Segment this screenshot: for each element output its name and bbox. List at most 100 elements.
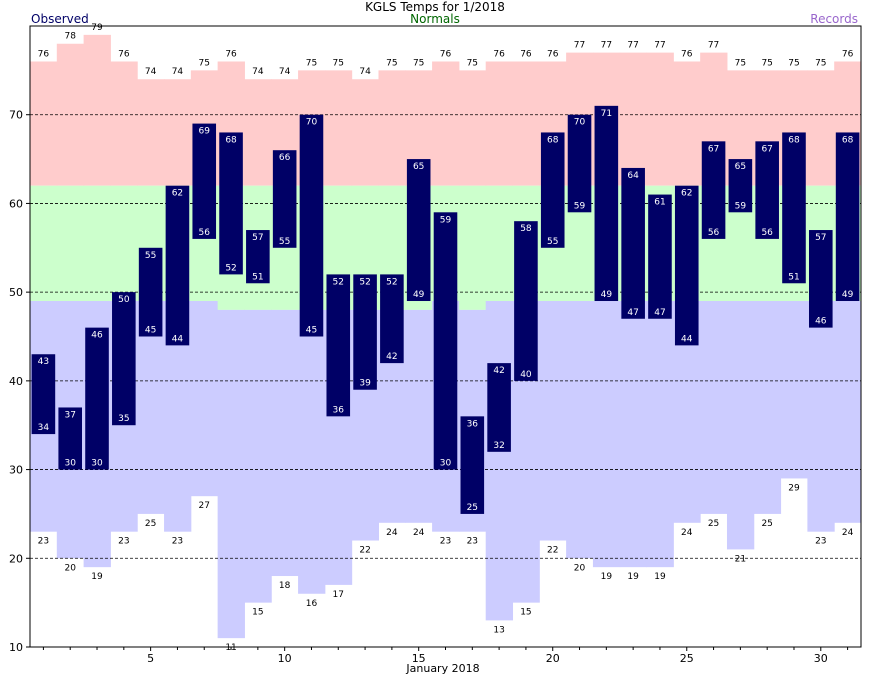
record-high-label: 76 [681,49,693,59]
observed-high-label: 65 [735,162,746,172]
observed-low-label: 55 [279,237,290,247]
observed-bar [594,105,619,302]
legend-records: Records [810,12,858,26]
observed-high-label: 52 [359,277,370,287]
record-low-label: 21 [735,554,746,564]
record-low-label: 27 [199,501,210,511]
record-low-label: 23 [815,537,826,547]
value-labels: 43 34 76 23 37 30 78 20 46 30 79 19 50 35 76 23 55 45 74 25… [38,23,854,653]
y-tick-label: 20 [9,552,23,565]
record-high-label: 75 [735,58,746,68]
observed-low-label: 32 [493,441,504,451]
record-high-label: 75 [386,58,397,68]
observed-high-label: 36 [467,419,479,429]
observed-low-label: 49 [601,290,613,300]
record-high-label: 77 [574,41,585,51]
observed-bar [326,274,351,417]
observed-bar [112,292,136,426]
record-high-label: 76 [493,49,505,59]
record-high-band [30,61,58,186]
record-high-label: 77 [708,41,719,51]
record-low-band [726,301,755,550]
record-low-label: 20 [64,563,76,573]
record-high-label: 75 [333,58,344,68]
record-high-band [646,52,674,186]
record-low-band [405,309,433,523]
observed-high-label: 68 [788,135,800,145]
observed-low-label: 51 [788,272,799,282]
record-low-label: 15 [252,608,263,618]
y-tick-label: 60 [9,197,23,210]
record-low-band [298,309,326,594]
observed-high-label: 68 [547,135,559,145]
record-low-label: 22 [547,546,558,556]
record-low-label: 25 [708,519,719,529]
record-low-band [217,309,245,639]
record-high-label: 79 [91,23,103,33]
observed-low-label: 59 [574,201,586,211]
observed-bars [31,105,860,514]
record-low-band [700,301,728,514]
record-low-label: 25 [761,519,772,529]
observed-low-label: 49 [842,290,854,300]
observed-high-label: 57 [252,233,263,243]
x-tick-label: 5 [147,652,154,665]
observed-low-label: 56 [199,228,211,238]
observed-bar [540,132,565,248]
observed-high-label: 67 [761,144,772,154]
observed-low-label: 51 [252,272,263,282]
normal-band [83,185,111,302]
y-tick-label: 30 [9,464,23,477]
record-low-label: 19 [91,572,103,582]
record-high-label: 76 [118,49,130,59]
observed-bar [219,132,243,275]
observed-high-label: 61 [654,198,665,208]
observed-low-label: 34 [38,423,50,433]
observed-low-label: 45 [145,326,156,336]
observed-bar [192,123,217,239]
record-low-label: 16 [306,599,318,609]
x-tick-label: 20 [546,652,560,665]
y-tick-label: 50 [9,286,23,299]
observed-bar [353,274,377,390]
observed-low-label: 59 [735,201,747,211]
record-low-band [592,301,621,568]
observed-low-label: 46 [815,317,827,327]
record-high-band [324,70,353,186]
record-high-label: 75 [467,58,478,68]
observed-high-label: 68 [842,135,854,145]
observed-low-label: 25 [467,503,478,513]
record-high-label: 76 [520,49,532,59]
observed-low-label: 30 [64,459,76,469]
observed-bar [487,363,511,452]
record-low-label: 22 [359,546,370,556]
record-low-band [646,301,674,568]
x-axis-label: January 2018 [405,662,479,675]
observed-high-label: 46 [91,331,103,341]
record-low-label: 29 [788,483,800,493]
record-high-label: 76 [547,49,559,59]
observed-low-label: 47 [627,308,638,318]
observed-high-label: 52 [386,277,397,287]
observed-low-label: 42 [386,352,397,362]
observed-bar [272,150,297,248]
y-tick-label: 10 [9,641,23,654]
observed-low-label: 45 [306,326,317,336]
y-tick-label: 70 [9,109,23,122]
record-high-band [807,70,835,186]
observed-low-label: 35 [118,414,129,424]
x-tick-label: 25 [680,652,694,665]
observed-low-label: 56 [708,228,720,238]
record-low-band [834,301,862,523]
observed-bar [514,221,538,381]
record-low-label: 23 [467,537,478,547]
record-low-band [190,301,219,497]
normal-band [30,185,58,302]
observed-bar [621,167,645,319]
record-high-band [485,61,514,186]
observed-high-label: 65 [413,162,424,172]
observed-high-label: 50 [118,295,130,305]
record-low-band [807,301,835,532]
record-high-label: 77 [654,41,665,51]
legend-observed: Observed [31,12,89,26]
